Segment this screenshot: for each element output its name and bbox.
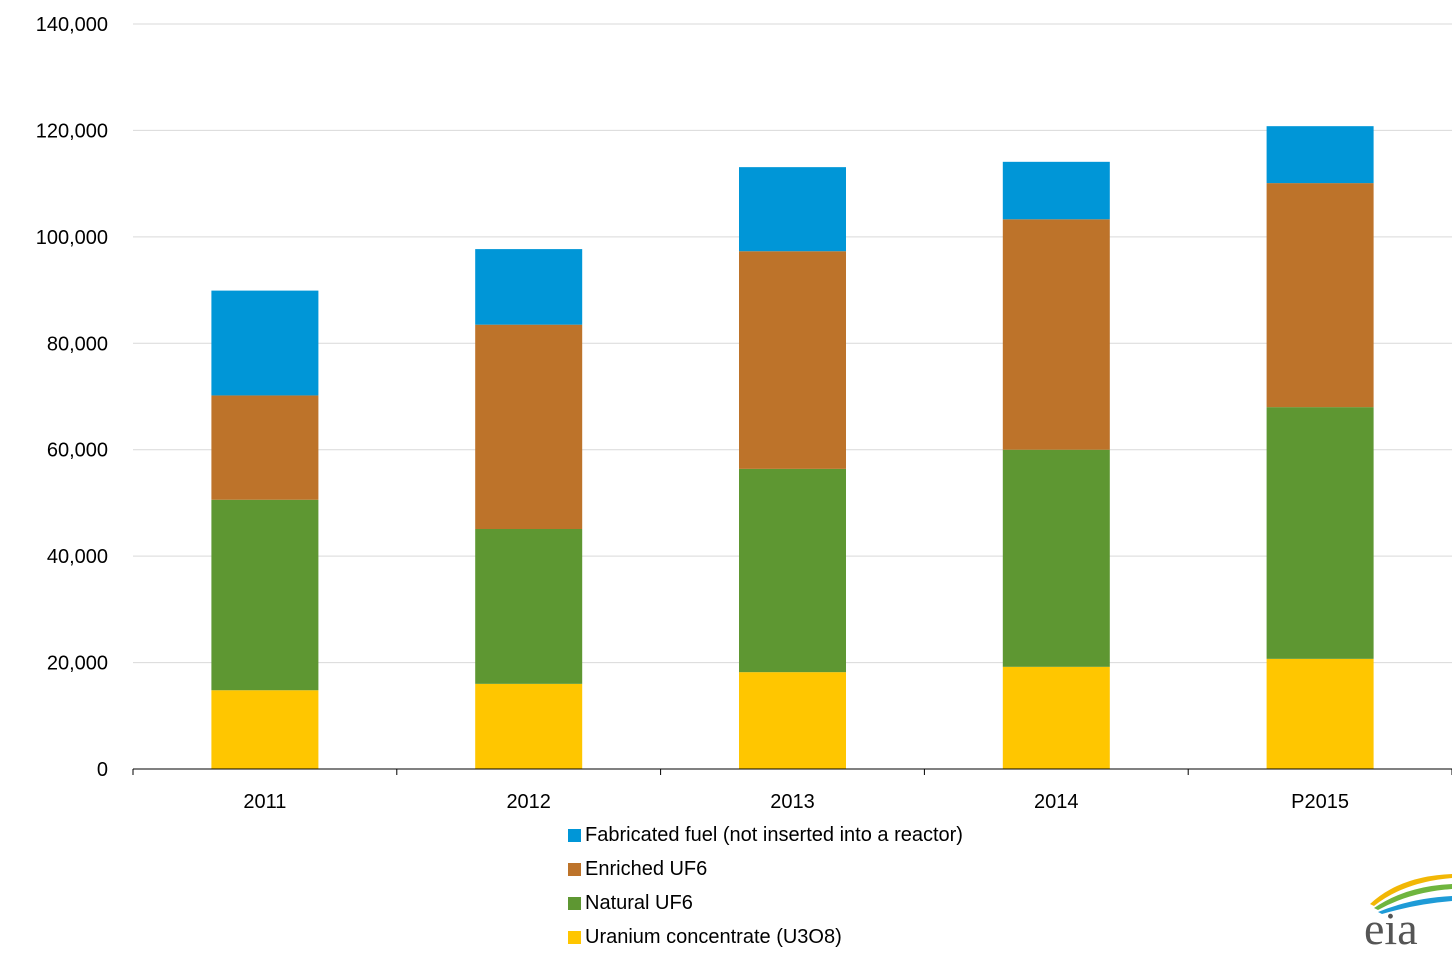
bar-stack-2014 xyxy=(1002,161,1110,769)
x-tick-label: 2012 xyxy=(506,791,551,813)
bar-stack-2011 xyxy=(211,290,319,769)
bar-segment xyxy=(475,324,583,530)
x-tick-label: 2011 xyxy=(243,791,286,813)
x-tick-label: 2013 xyxy=(770,791,815,813)
bar-stack-P2015 xyxy=(1266,126,1374,769)
logo-swoosh-green xyxy=(1374,884,1452,910)
bar-segment xyxy=(1266,126,1374,184)
bar-segment xyxy=(1266,183,1374,408)
bar-segment xyxy=(475,529,583,684)
bar-stack-2012 xyxy=(475,249,583,769)
y-tick-label: 140,000 xyxy=(36,14,108,36)
legend-item-fabricated-fuel: Fabricated fuel (not inserted into a rea… xyxy=(568,818,963,852)
bar-segment xyxy=(211,395,319,500)
bar-segment xyxy=(211,690,319,769)
x-axis xyxy=(132,768,1452,775)
y-tick-label: 20,000 xyxy=(47,653,108,675)
logo-text: eia xyxy=(1364,903,1418,948)
bar-segment xyxy=(739,251,846,469)
bar-stack-2013 xyxy=(739,167,846,769)
legend-label: Uranium concentrate (U3O8) xyxy=(585,925,842,948)
legend-label: Fabricated fuel (not inserted into a rea… xyxy=(585,823,963,846)
legend-label: Natural UF6 xyxy=(585,891,693,914)
y-tick-label: 40,000 xyxy=(47,546,108,568)
y-tick-label: 80,000 xyxy=(47,333,108,355)
y-tick-label: 100,000 xyxy=(36,227,108,249)
x-tick-label: 2014 xyxy=(1034,791,1079,813)
legend-swatch xyxy=(568,828,581,842)
bar-segment xyxy=(739,167,846,252)
legend-item-natural-uf6: Natural UF6 xyxy=(568,886,963,920)
y-tick-label: 0 xyxy=(97,759,108,781)
x-axis-tick-labels: 2011 2012 2013 2014 P2015 xyxy=(243,791,1349,813)
bar-segment xyxy=(211,499,319,691)
legend-swatch xyxy=(568,930,581,944)
y-tick-label: 60,000 xyxy=(47,440,108,462)
bar-segment xyxy=(1002,449,1110,667)
y-tick-label: 120,000 xyxy=(36,120,108,142)
bar-stacks xyxy=(211,126,1374,769)
logo-swoosh-yellow xyxy=(1370,874,1452,906)
bar-segment xyxy=(1266,658,1374,769)
legend-swatch xyxy=(568,896,581,910)
eia-logo: eia xyxy=(1364,874,1452,948)
legend-item-uranium-concentrate: Uranium concentrate (U3O8) xyxy=(568,920,963,954)
logo-swoosh-blue xyxy=(1378,896,1452,914)
legend-label: Enriched UF6 xyxy=(585,857,708,880)
bar-segment xyxy=(475,683,583,769)
y-axis-tick-labels: 0 20,000 40,000 60,000 80,000 100,000 120,000 1… xyxy=(36,14,108,781)
bar-segment xyxy=(1002,161,1110,220)
bar-segment xyxy=(1266,407,1374,659)
bar-segment xyxy=(739,468,846,673)
legend-swatch xyxy=(568,862,581,876)
bar-segment xyxy=(1002,219,1110,450)
bar-segment xyxy=(211,290,319,396)
legend: Fabricated fuel (not inserted into a rea… xyxy=(568,818,963,954)
legend-item-enriched-uf6: Enriched UF6 xyxy=(568,852,963,886)
bar-segment xyxy=(739,672,846,769)
bar-segment xyxy=(1002,666,1110,769)
bar-segment xyxy=(475,249,583,325)
x-tick-label: P2015 xyxy=(1291,791,1349,813)
